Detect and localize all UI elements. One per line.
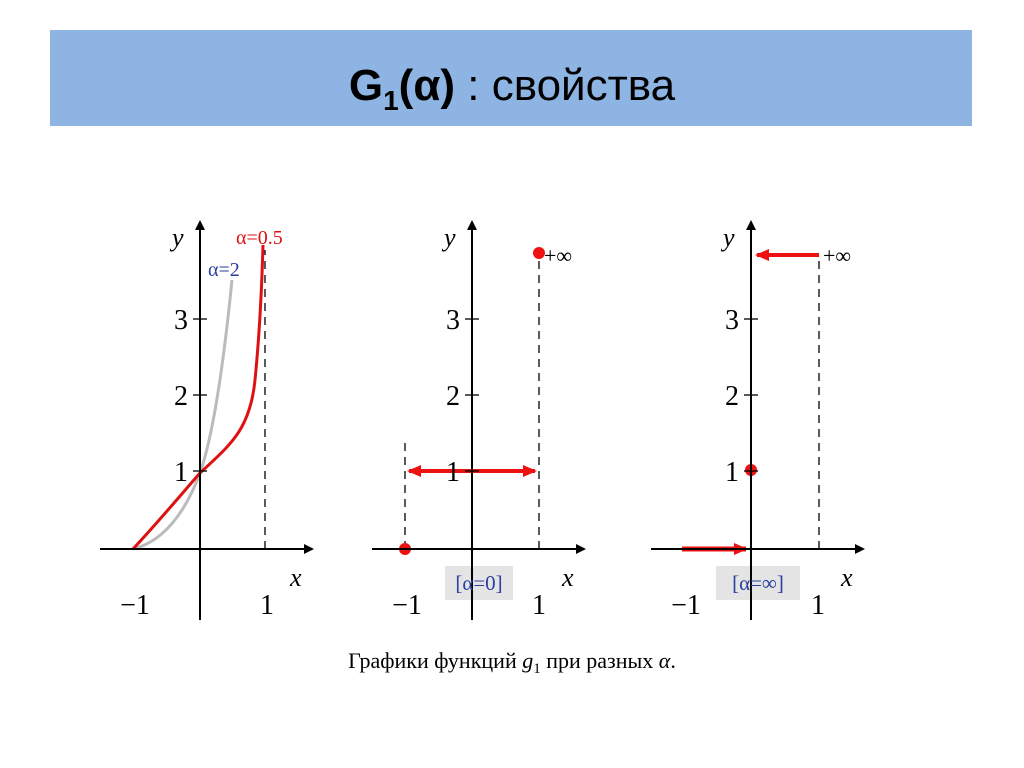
infinity-label: +∞ [544,243,572,268]
y-tick-label: 3 [174,305,188,336]
y-tick-label: 1 [725,457,739,488]
y-tick-label: 2 [174,381,188,412]
curve-label: α=0.5 [236,227,283,249]
x-label: x [840,563,853,592]
curve-alpha-05 [131,244,265,551]
case-box [445,566,513,600]
case-label: [α=0] [455,571,502,595]
caption-fn: g [522,648,533,673]
title-paren: (α) [399,61,455,110]
y-tick-label: 1 [446,457,460,488]
title-g: G [349,61,383,110]
x-tick-label: −1 [392,590,422,621]
y-label: y [720,223,735,252]
title-bar [50,30,972,126]
y-tick-label: 1 [174,457,188,488]
x-tick-label: 1 [811,590,825,621]
curve-alpha-2 [132,279,234,551]
caption-sub: 1 [533,661,541,677]
x-tick-label: 1 [260,590,274,621]
y-tick-label: 3 [446,305,460,336]
x-tick-label: −1 [671,590,701,621]
y-tick-label: 3 [725,305,739,336]
x-label: x [289,563,302,592]
x-tick-label: 1 [532,590,546,621]
caption-text: Графики функций [348,648,522,673]
title-sub: 1 [383,85,399,116]
case-label: [α=∞] [732,571,784,595]
y-tick-label: 2 [725,381,739,412]
title-rest: : свойства [455,61,676,110]
caption-end: . [670,648,676,673]
y-tick-label: 2 [446,381,460,412]
curve-label: α=2 [208,259,240,281]
y-label: y [441,223,456,252]
caption-alpha: α [659,648,671,673]
case-box [716,566,800,600]
infinity-label: +∞ [823,243,851,268]
slide-title: G1(α) : свойства [349,61,676,116]
y-label: y [169,223,184,252]
x-label: x [561,563,574,592]
x-tick-label: −1 [120,590,150,621]
point [533,247,545,259]
caption: Графики функций g1 при разных α. [348,648,676,677]
caption-rest: при разных [541,648,659,673]
